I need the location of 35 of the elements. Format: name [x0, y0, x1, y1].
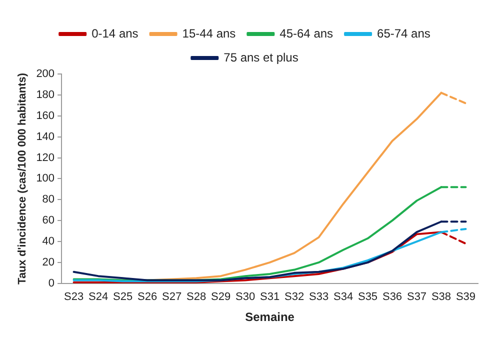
x-tick-label: S38 — [431, 291, 452, 304]
y-tick-label: 140 — [36, 130, 55, 143]
legend-label: 65-74 ans — [377, 26, 430, 40]
x-tick-label: S31 — [260, 291, 280, 304]
y-tick-label: 40 — [42, 236, 55, 248]
y-tick-label: 200 — [36, 68, 55, 80]
y-tick-label: 0 — [48, 277, 55, 290]
x-tick-label: S28 — [186, 291, 206, 304]
x-tick-label: S33 — [308, 291, 329, 304]
x-tick-label: S34 — [333, 291, 354, 304]
legend-label: 0-14 ans — [92, 26, 138, 40]
y-tick-label: 80 — [42, 194, 55, 206]
x-tick-label: S32 — [284, 291, 304, 304]
legend-label: 15-44 ans — [182, 26, 236, 40]
legend-label: 45-64 ans — [280, 26, 334, 40]
y-tick-label: 160 — [36, 110, 55, 122]
x-tick-label: S26 — [138, 291, 158, 304]
y-tick-label: 20 — [42, 256, 55, 268]
x-tick-label: S24 — [88, 291, 108, 304]
y-tick-label: 100 — [36, 172, 55, 185]
y-axis-title: Taux d'incidence (cas/100 000 habitants) — [16, 72, 29, 284]
x-tick-label: S35 — [358, 291, 378, 304]
x-tick-label: S30 — [235, 291, 256, 304]
x-tick-label: S37 — [406, 291, 427, 304]
legend-label: 75 ans et plus — [224, 50, 298, 64]
x-axis-title: Semaine — [245, 310, 295, 324]
y-tick-label: 60 — [42, 214, 55, 227]
x-tick-label: S36 — [382, 291, 402, 304]
x-tick-label: S25 — [113, 291, 133, 304]
x-tick-label: S39 — [456, 291, 476, 304]
x-tick-label: S27 — [162, 291, 182, 304]
x-tick-label: S29 — [210, 291, 231, 304]
x-tick-label: S23 — [64, 291, 84, 304]
y-tick-label: 180 — [36, 88, 55, 101]
y-tick-label: 120 — [36, 152, 55, 164]
